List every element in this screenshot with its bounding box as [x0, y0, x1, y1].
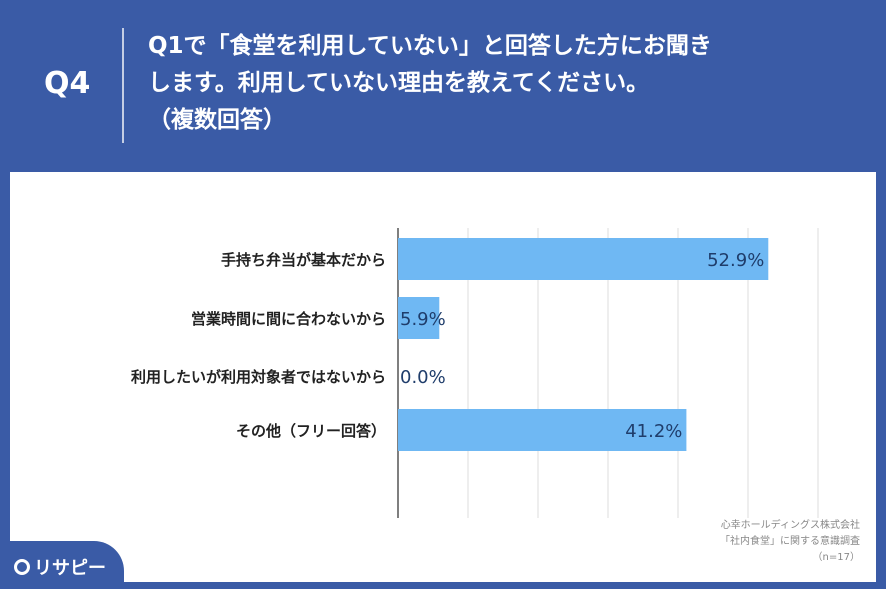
- logo-text: リサピー: [34, 558, 106, 579]
- source-line-1: 心幸ホールディングス株式会社: [720, 520, 860, 531]
- data-label: 0.0%: [400, 367, 446, 388]
- question-text: Q1で「食堂を利用していない」と回答した方にお聞き します。利用していない理由を…: [148, 28, 848, 139]
- bar: [398, 238, 769, 280]
- data-label: 41.2%: [625, 421, 682, 442]
- source-line-3: （n=17）: [812, 552, 860, 563]
- pin-icon: [14, 559, 30, 575]
- bar-chart: 52.9% 5.9% 0.0% 41.2%: [397, 228, 819, 518]
- data-label: 52.9%: [707, 250, 764, 271]
- data-label: 5.9%: [400, 309, 446, 330]
- chart-panel: 52.9% 5.9% 0.0% 41.2% 手持ち弁当が基本だから営業時間に間に合わな…: [10, 172, 876, 582]
- header-divider: [122, 28, 124, 143]
- source-line-2: 「社内食堂」に関する意識調査: [720, 536, 860, 547]
- bar: [398, 409, 687, 451]
- category-label: 営業時間に間に合わないから: [190, 310, 386, 328]
- bar: [398, 297, 440, 339]
- category-label: その他（フリー回答）: [235, 422, 386, 440]
- category-label: 手持ち弁当が基本だから: [220, 251, 386, 269]
- question-line-2: します。利用していない理由を教えてください。: [148, 70, 650, 96]
- question-line-3: （複数回答）: [148, 107, 286, 133]
- question-line-1: Q1で「食堂を利用していない」と回答した方にお聞き: [148, 33, 712, 59]
- logo: リサピー: [14, 554, 106, 580]
- category-label: 利用したいが利用対象者ではないから: [130, 368, 386, 386]
- source-note: 心幸ホールディングス株式会社 「社内食堂」に関する意識調査 （n=17）: [720, 518, 860, 566]
- question-number: Q4: [44, 66, 91, 101]
